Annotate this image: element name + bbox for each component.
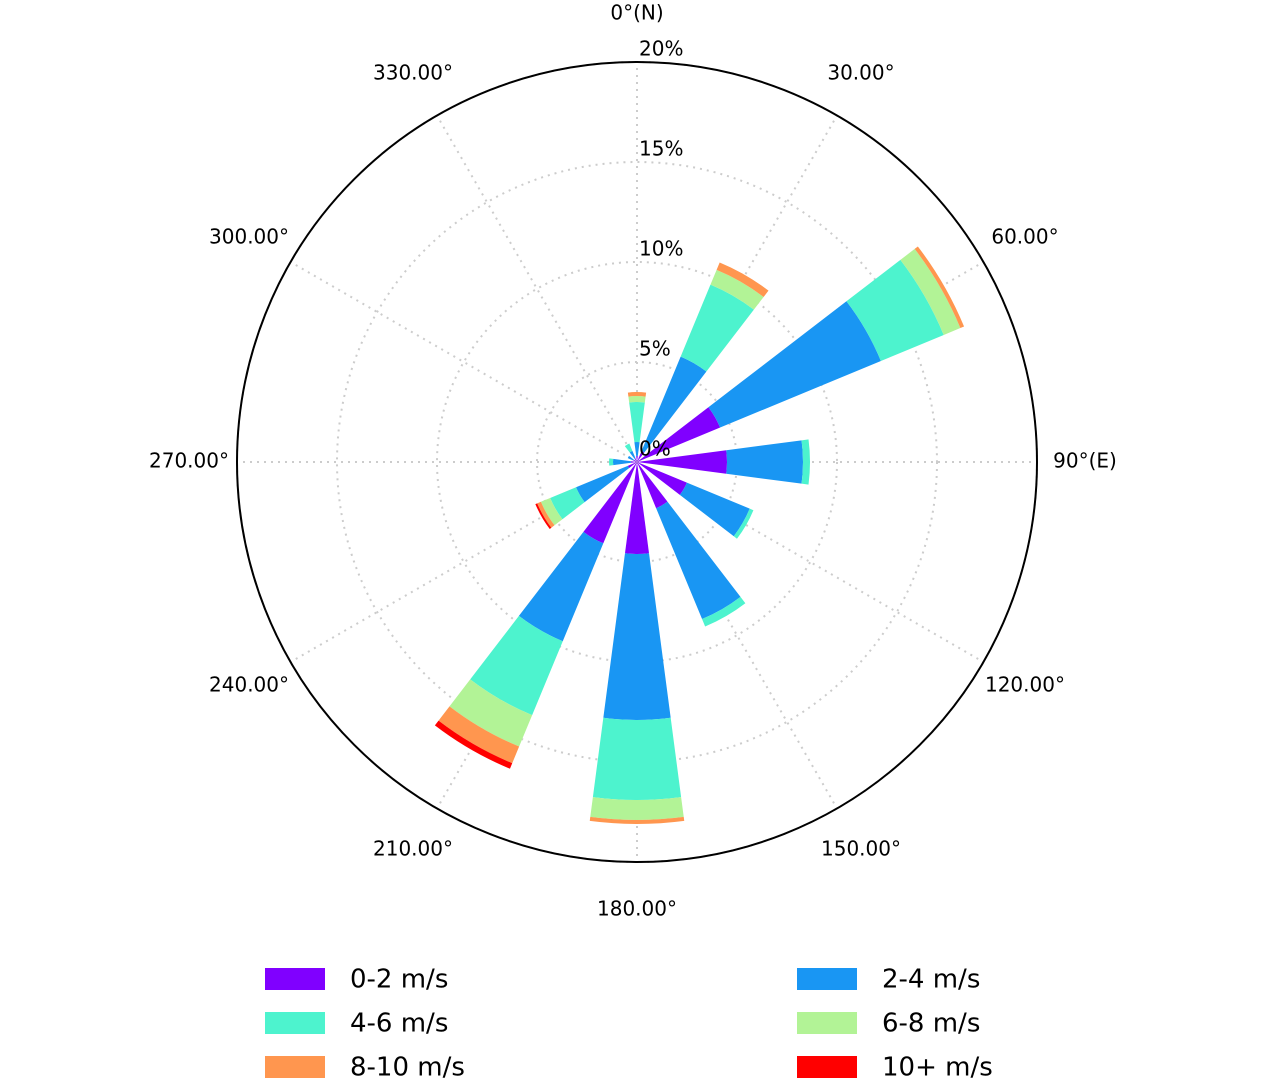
bar-segment	[627, 392, 647, 397]
angle-label: 0°(N)	[610, 1, 663, 25]
bar-segment	[629, 402, 645, 443]
angle-label: 150.00°	[821, 836, 901, 860]
bar-segment	[576, 465, 630, 503]
bar-segment	[636, 456, 638, 462]
grid-ring	[336, 161, 938, 763]
angle-label: 270.00°	[149, 449, 229, 473]
angle-label: 90°(E)	[1053, 449, 1117, 473]
angle-label: 60.00°	[991, 225, 1058, 249]
bar-segment	[590, 797, 684, 820]
bar-segment	[710, 269, 764, 310]
bar-segment	[726, 440, 803, 484]
grid-ring	[436, 261, 838, 663]
legend-swatch	[265, 968, 325, 990]
bar-segment	[537, 501, 555, 528]
bar-segment	[801, 439, 810, 485]
bar-segment	[637, 407, 721, 462]
angle-label: 300.00°	[209, 225, 289, 249]
bar-segment	[589, 816, 685, 824]
bar-segment	[609, 458, 614, 466]
radial-tick-label: 5%	[639, 337, 671, 361]
bar-segment	[627, 455, 634, 461]
radial-tick-label: 10%	[639, 237, 683, 261]
legend-swatch	[265, 1056, 325, 1078]
bar-segment	[470, 615, 563, 716]
bar-segment	[550, 487, 585, 520]
legend-swatch	[265, 1012, 325, 1034]
grid-spoke	[290, 261, 638, 463]
bar-segment	[535, 503, 552, 529]
bar-segment	[846, 259, 944, 361]
legend-label: 0-2 m/s	[350, 965, 448, 995]
bar-segment	[900, 248, 961, 335]
bar-segment	[518, 531, 604, 642]
outer-ring	[236, 61, 1038, 863]
bar-segment	[438, 706, 520, 764]
legend-label: 8-10 m/s	[350, 1053, 465, 1083]
bar-segment	[716, 262, 769, 297]
bar-segment	[631, 461, 637, 463]
bar-segment	[708, 301, 881, 428]
bar-segment	[702, 596, 746, 627]
bar-segment	[641, 356, 707, 453]
bar-segment	[637, 462, 687, 495]
bar-segment	[733, 508, 754, 539]
bar-segment	[603, 553, 671, 720]
bar-segment	[434, 720, 513, 769]
bar-segment	[592, 717, 682, 800]
bar-segment	[680, 284, 754, 372]
radial-tick-label: 15%	[639, 137, 683, 161]
bar-segment	[449, 679, 533, 747]
legend-label: 10+ m/s	[882, 1053, 993, 1083]
angle-label: 330.00°	[373, 61, 453, 85]
bar-segment	[628, 396, 646, 403]
bar-segment	[634, 442, 640, 457]
bar-segment	[613, 458, 632, 466]
angle-label: 120.00°	[985, 673, 1065, 697]
radial-tick-label: 0%	[639, 437, 671, 461]
grid-spoke	[436, 115, 638, 463]
legend-label: 4-6 m/s	[350, 1009, 448, 1039]
bar-segment	[540, 497, 563, 526]
bar-segment	[629, 450, 636, 459]
radial-tick-label: 20%	[639, 37, 683, 61]
bar-segment	[634, 458, 637, 462]
angle-label: 30.00°	[827, 61, 894, 85]
bar-segment	[637, 462, 668, 509]
bar-segment	[679, 482, 750, 537]
bar-segment	[637, 450, 645, 462]
legend-swatch	[797, 968, 857, 990]
bar-segment	[914, 246, 965, 329]
bar-segment	[633, 459, 637, 462]
bar-segment	[627, 462, 637, 469]
bar-segment	[583, 462, 637, 544]
bar-segment	[624, 462, 650, 555]
bar-segment	[624, 443, 633, 453]
angle-label: 240.00°	[209, 673, 289, 697]
bar-segment	[637, 450, 728, 474]
angle-label: 180.00°	[597, 897, 677, 921]
legend-swatch	[797, 1056, 857, 1078]
legend-label: 2-4 m/s	[882, 965, 980, 995]
bar-segment	[656, 501, 741, 620]
angle-label: 210.00°	[373, 836, 453, 860]
legend-label: 6-8 m/s	[882, 1009, 980, 1039]
legend-swatch	[797, 1012, 857, 1034]
